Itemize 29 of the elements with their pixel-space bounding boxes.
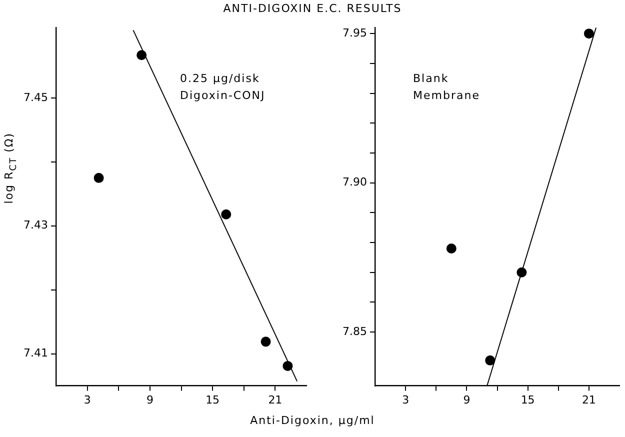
annotation: Membrane xyxy=(413,89,480,102)
point xyxy=(260,336,271,347)
point xyxy=(221,209,232,220)
x-tick-label: 9 xyxy=(146,393,154,406)
x-tick-label: 3 xyxy=(402,393,410,406)
point xyxy=(136,50,147,60)
x-tick-label: 15 xyxy=(520,393,535,406)
annotation: Digoxin-CONJ xyxy=(180,89,266,102)
point xyxy=(584,28,594,39)
x-axis-title: Anti-Digoxin, μg/ml xyxy=(249,414,376,427)
chart-title: ANTI-DIGOXIN E.C. RESULTS xyxy=(222,2,403,15)
point xyxy=(446,243,456,254)
point xyxy=(282,360,293,371)
y-tick-label: 7.95 xyxy=(342,26,367,40)
point xyxy=(94,172,104,183)
y-tick-label: 7.45 xyxy=(24,90,48,104)
x-tick-label: 21 xyxy=(582,393,596,406)
point xyxy=(516,267,527,278)
x-tick-label: 15 xyxy=(206,393,220,406)
annotation: 0.25 μg/disk xyxy=(180,72,260,85)
y-tick-label: 7.43 xyxy=(24,218,48,232)
y-tick-label: 7.41 xyxy=(24,346,48,360)
y-tick-label: 7.90 xyxy=(342,176,367,189)
annotation: Blank xyxy=(413,72,449,85)
y-tick-label: 7.85 xyxy=(342,324,367,338)
x-tick-label: 21 xyxy=(268,393,282,406)
x-tick-label: 3 xyxy=(84,393,91,406)
x-tick-label: 9 xyxy=(463,393,470,406)
point xyxy=(485,355,496,366)
